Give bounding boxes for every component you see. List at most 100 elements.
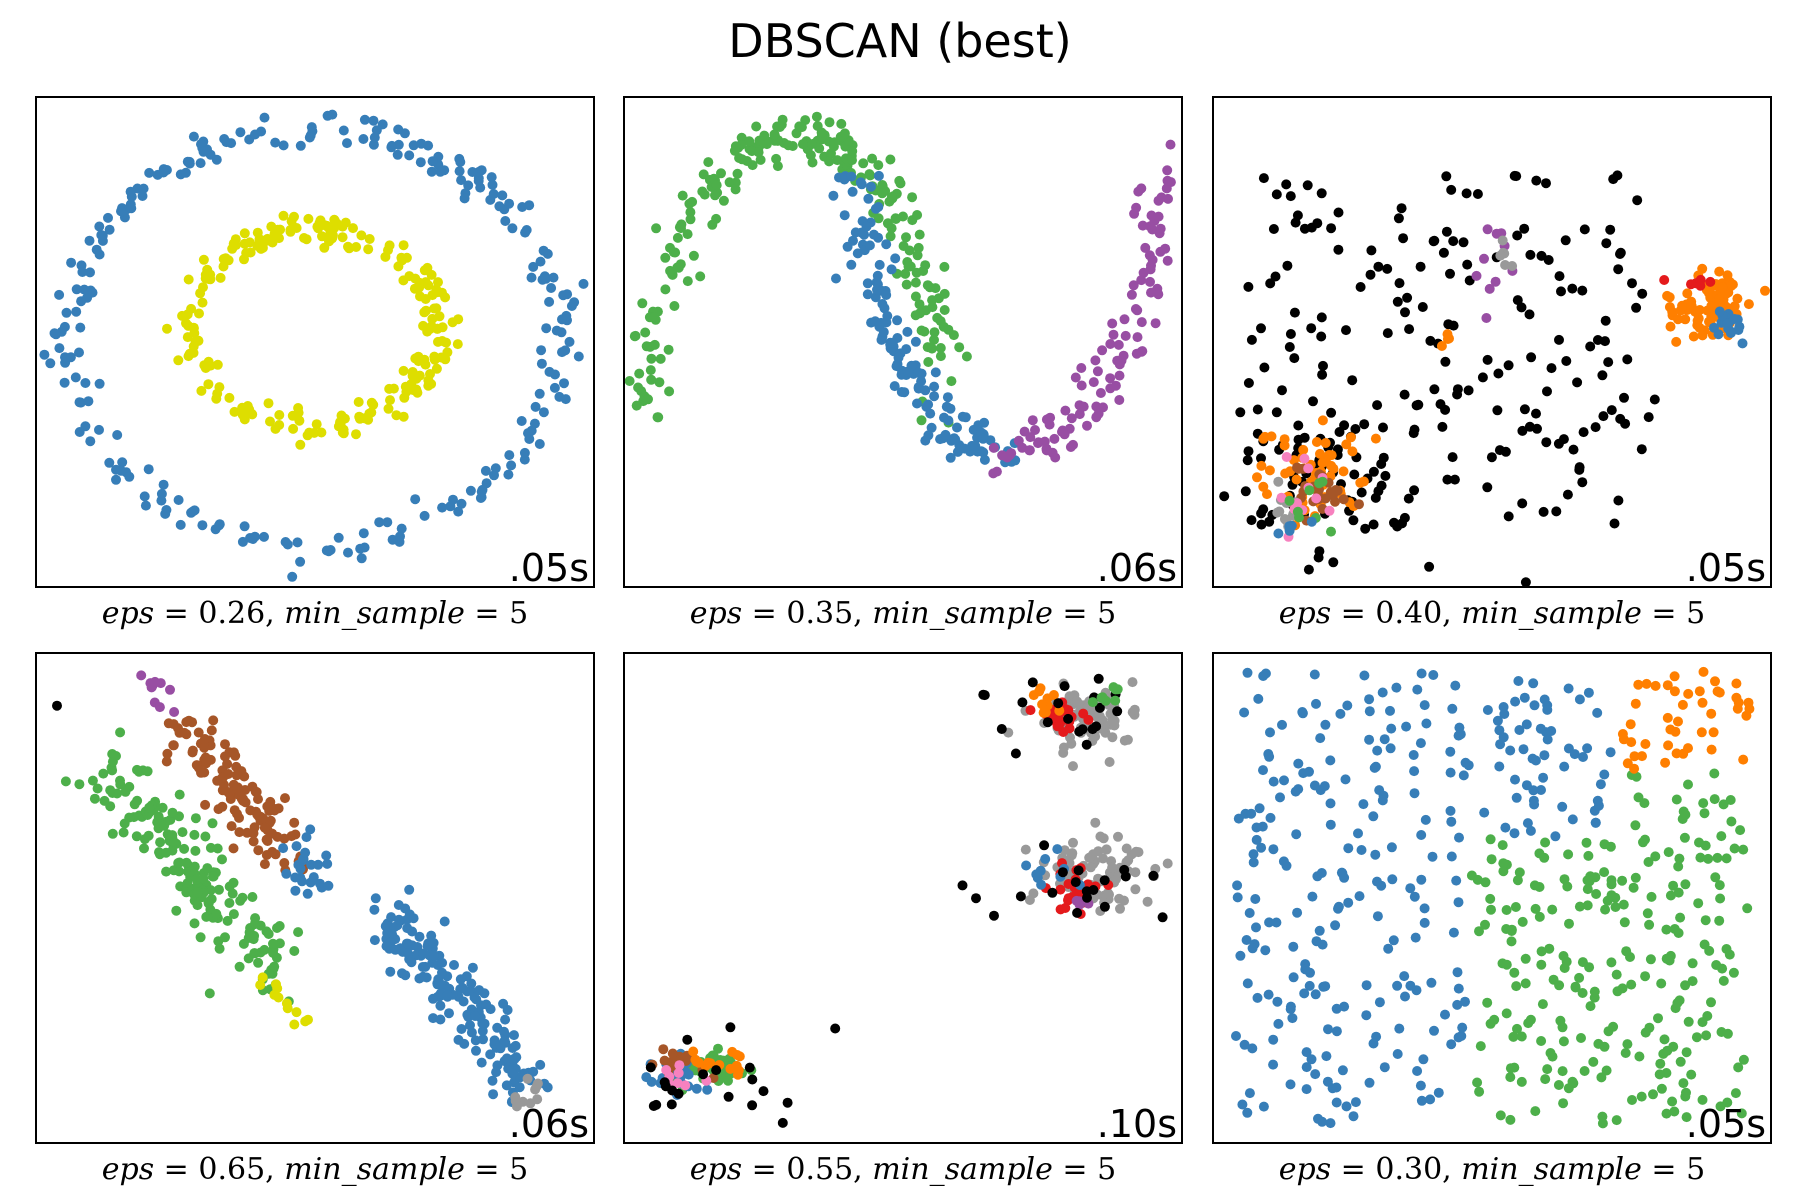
data-point	[1298, 768, 1309, 779]
data-point	[1682, 288, 1693, 299]
data-point	[1617, 983, 1628, 994]
data-point	[197, 520, 208, 531]
data-point	[1574, 694, 1585, 705]
data-point	[1475, 1041, 1486, 1052]
data-point	[1412, 684, 1423, 695]
data-point	[1090, 817, 1101, 828]
data-point	[664, 386, 675, 397]
data-point	[1303, 463, 1314, 474]
data-point	[1534, 882, 1545, 892]
data-point	[873, 213, 884, 224]
data-point	[200, 799, 211, 810]
data-point	[1731, 678, 1742, 689]
data-point	[1416, 874, 1427, 885]
data-point	[255, 947, 266, 958]
data-point	[1252, 472, 1262, 483]
data-point	[1279, 775, 1289, 786]
data-point	[1319, 781, 1330, 792]
cluster-yellow	[162, 210, 464, 450]
data-point	[1686, 279, 1696, 290]
data-point	[301, 832, 312, 843]
data-point	[140, 500, 151, 511]
data-point	[1063, 895, 1073, 906]
data-point	[1609, 518, 1620, 529]
data-point	[188, 322, 199, 333]
data-point	[228, 909, 239, 920]
data-point	[1350, 1097, 1361, 1108]
data-point	[304, 132, 315, 143]
data-point	[886, 264, 897, 275]
data-point	[1486, 854, 1497, 865]
data-point	[1258, 504, 1269, 515]
data-point	[886, 223, 897, 234]
data-point	[393, 900, 404, 910]
data-point	[640, 327, 651, 338]
data-point	[1452, 384, 1463, 395]
data-point	[516, 416, 527, 426]
data-point	[1536, 959, 1547, 970]
data-point	[1736, 1108, 1747, 1119]
data-point	[868, 229, 879, 240]
data-point	[1325, 1118, 1336, 1129]
data-point	[1710, 676, 1720, 687]
cluster-blue	[1273, 516, 1317, 539]
data-point	[927, 295, 938, 306]
data-point	[507, 1068, 518, 1079]
data-point	[302, 888, 313, 899]
data-point	[363, 244, 374, 255]
data-point	[1656, 978, 1667, 989]
data-point	[423, 140, 434, 151]
data-point	[437, 322, 448, 333]
data-point	[80, 378, 91, 388]
data-point	[863, 193, 874, 204]
data-point	[561, 310, 572, 321]
data-point	[943, 415, 954, 426]
data-point	[1588, 1056, 1599, 1067]
data-point	[369, 935, 380, 946]
data-point	[913, 367, 924, 378]
data-point	[245, 247, 256, 258]
data-point	[263, 398, 274, 409]
eps-value: 0.65	[198, 1152, 266, 1187]
data-point	[1246, 515, 1257, 526]
data-point	[174, 866, 185, 877]
scatter-plot	[1212, 96, 1772, 588]
data-point	[1010, 748, 1021, 759]
data-point	[1520, 978, 1531, 989]
data-point	[1520, 577, 1531, 588]
data-point	[1555, 1015, 1566, 1026]
data-point	[1072, 907, 1083, 918]
data-point	[1687, 958, 1698, 969]
data-point	[877, 188, 888, 199]
data-point	[308, 872, 319, 883]
data-point	[289, 817, 300, 828]
data-point	[1302, 180, 1313, 191]
data-point	[223, 769, 234, 779]
data-point	[300, 847, 311, 858]
data-point	[725, 1022, 736, 1033]
scatter-plot	[35, 652, 595, 1144]
data-point	[200, 269, 211, 280]
data-point	[214, 884, 224, 895]
data-point	[1733, 1062, 1744, 1073]
data-point	[1636, 1091, 1647, 1102]
data-point	[1271, 917, 1282, 928]
data-point	[1317, 415, 1328, 426]
data-point	[156, 495, 167, 506]
data-point	[1641, 678, 1652, 689]
data-point	[1582, 884, 1593, 895]
data-point	[1450, 680, 1461, 691]
data-point	[1640, 834, 1650, 845]
data-point	[1710, 872, 1721, 883]
data-point	[267, 828, 278, 839]
data-point	[1392, 1049, 1403, 1059]
data-point	[1554, 980, 1565, 991]
axes-frame	[623, 96, 1183, 588]
data-point	[1551, 506, 1562, 517]
data-point	[1150, 318, 1161, 329]
data-point	[181, 857, 192, 868]
data-point	[290, 872, 301, 883]
data-point	[1561, 356, 1572, 366]
data-point	[1272, 507, 1283, 518]
data-point	[872, 284, 882, 295]
